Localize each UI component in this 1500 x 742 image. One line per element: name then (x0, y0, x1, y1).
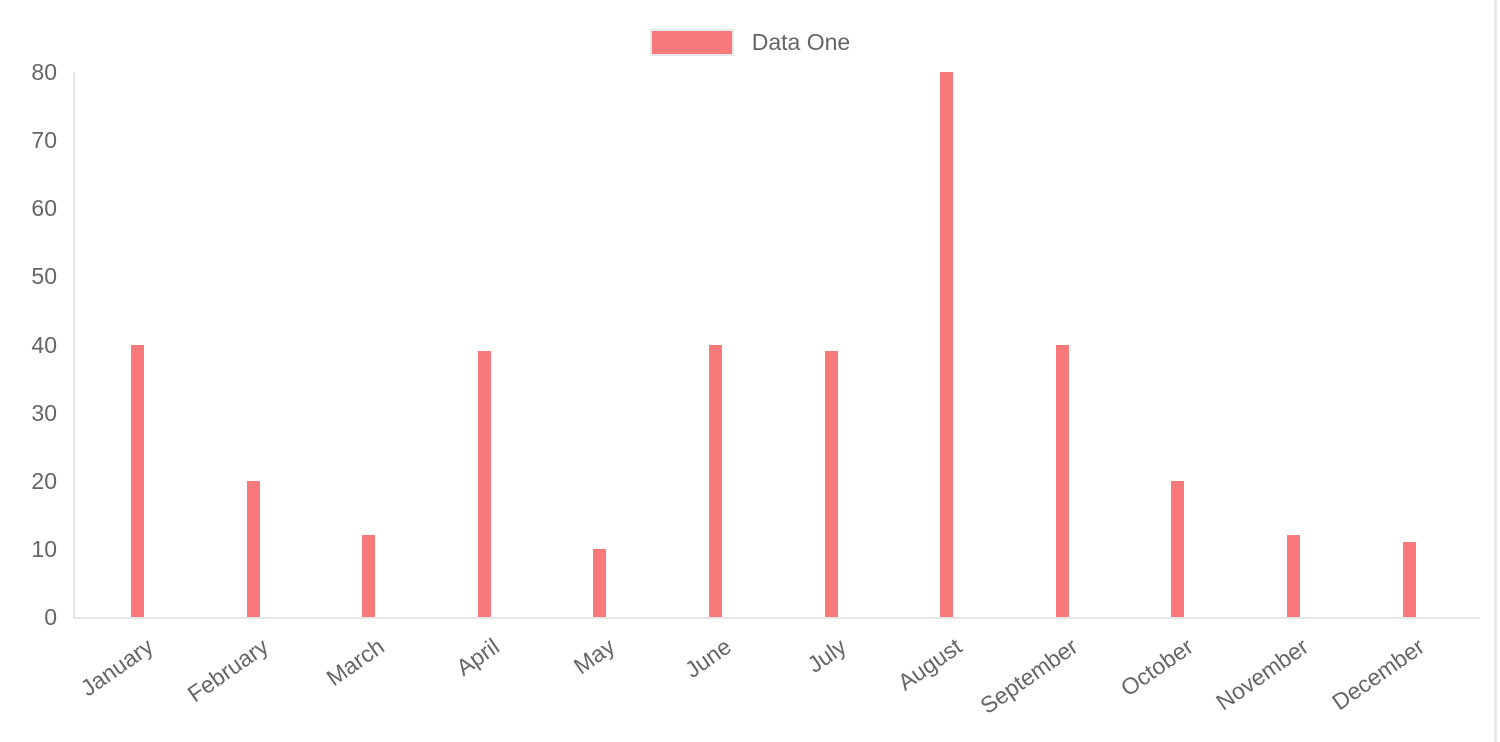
bar-may[interactable] (593, 548, 607, 617)
bar-january[interactable] (131, 344, 144, 617)
bar-october[interactable] (1171, 480, 1185, 617)
chart-legend[interactable]: Data One (0, 29, 1500, 56)
x-tick-label-march: March (321, 633, 389, 691)
x-tick-label-december: December (1327, 633, 1430, 716)
legend-label: Data One (751, 29, 851, 55)
y-axis-line (73, 72, 75, 619)
x-tick-label-september: September (975, 633, 1083, 719)
y-tick-label-30: 30 (31, 399, 57, 426)
x-tick-label-april: April (451, 633, 505, 681)
y-tick-label-80: 80 (31, 59, 57, 85)
y-tick-label-20: 20 (31, 467, 57, 494)
x-tick-label-july: July (802, 633, 852, 678)
bar-february[interactable] (246, 480, 260, 617)
x-tick-label-october: October (1115, 633, 1198, 702)
y-tick-label-70: 70 (31, 127, 57, 154)
legend-swatch (649, 29, 734, 56)
x-tick-label-february: February (182, 633, 274, 708)
x-tick-label-november: November (1211, 633, 1314, 716)
bar-june[interactable] (709, 344, 722, 617)
bar-december[interactable] (1402, 542, 1416, 617)
y-tick-label-50: 50 (31, 263, 57, 290)
x-tick-label-january: January (75, 633, 158, 702)
y-tick-label-0: 0 (44, 604, 57, 630)
bar-april[interactable] (477, 351, 491, 617)
y-tick-label-40: 40 (31, 331, 57, 358)
bar-september[interactable] (1055, 344, 1069, 617)
y-tick-label-60: 60 (31, 195, 57, 222)
page-right-edge-border (1494, 0, 1497, 742)
x-axis-line (73, 617, 1480, 619)
bar-march[interactable] (362, 535, 376, 617)
x-tick-label-may: May (569, 633, 620, 680)
x-tick-label-june: June (679, 633, 736, 683)
x-tick-label-august: August (893, 633, 967, 696)
bar-november[interactable] (1287, 535, 1300, 617)
bar-august[interactable] (940, 72, 954, 617)
y-tick-label-10: 10 (31, 535, 57, 562)
bar-july[interactable] (824, 351, 838, 617)
